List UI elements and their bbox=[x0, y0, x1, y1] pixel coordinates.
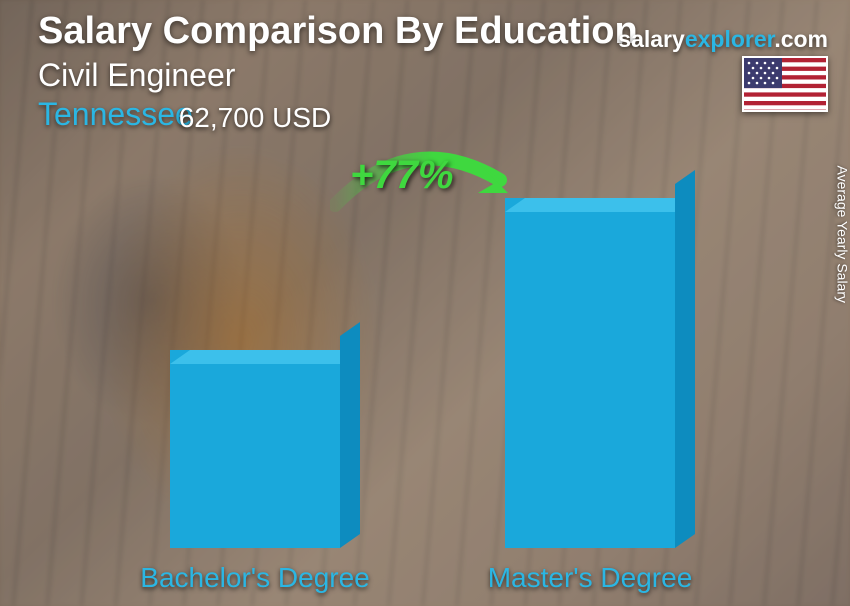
bar-label-0: Bachelor's Degree bbox=[115, 562, 395, 594]
bar-label-1: Master's Degree bbox=[450, 562, 730, 594]
bar-group-1: 111,000 USDMaster's Degree bbox=[505, 198, 675, 548]
bar-top-face bbox=[505, 198, 695, 212]
bar-side-face bbox=[340, 322, 360, 548]
bar-group-0: 62,700 USDBachelor's Degree bbox=[170, 350, 340, 548]
bar-side-face bbox=[675, 170, 695, 548]
bar-1 bbox=[505, 198, 675, 548]
bar-top-face bbox=[170, 350, 360, 364]
bar-value-0: 62,700 USD bbox=[125, 102, 385, 134]
bar-chart: 62,700 USDBachelor's Degree111,000 USDMa… bbox=[0, 0, 850, 606]
bar-0 bbox=[170, 350, 340, 548]
